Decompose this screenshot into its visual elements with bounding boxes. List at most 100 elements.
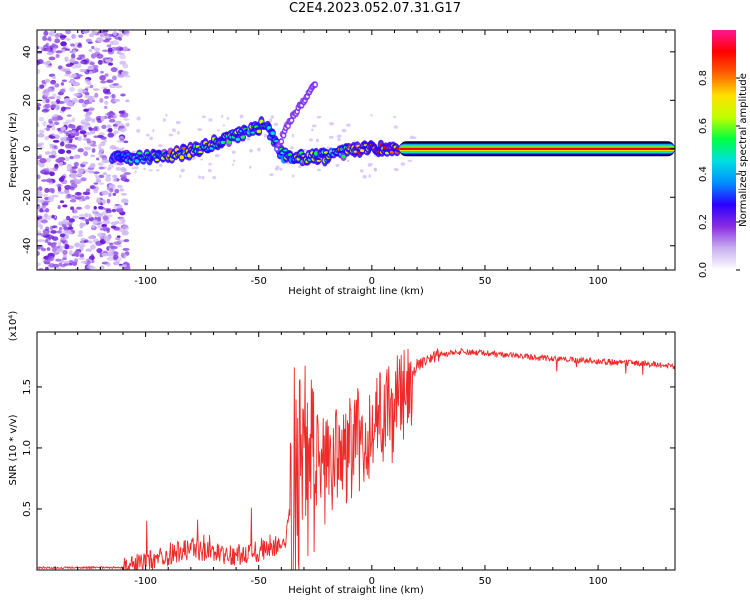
- spectrogram-noise-blob: [94, 47, 101, 52]
- spectrogram-speckle: [393, 115, 397, 118]
- spectrogram-speckle: [136, 128, 141, 133]
- spectrogram-noise-blob: [100, 80, 107, 84]
- spectrogram-noise-blob: [106, 262, 111, 267]
- spectrogram-noise-blob: [89, 70, 93, 75]
- spectrogram-noise-blob: [78, 217, 86, 220]
- spectrogram-x-tick-label: 100: [589, 276, 608, 287]
- spectrogram-noise-blob: [73, 161, 79, 167]
- spectrogram-speckle: [336, 134, 342, 138]
- spectrogram-noise-blob: [115, 85, 123, 89]
- spectrogram-noise-blob: [119, 174, 127, 178]
- spectrogram-speckle: [290, 146, 294, 150]
- spectrogram-noise-blob: [39, 158, 47, 164]
- spectrogram-noise-blob: [51, 116, 60, 122]
- spectrogram-noise-blob: [105, 176, 112, 182]
- spectrogram-noise-blob: [108, 118, 116, 123]
- spectrogram-noise-blob: [57, 186, 62, 192]
- spectrogram-noise-blob: [116, 244, 123, 247]
- spectrogram-speckle: [368, 174, 371, 178]
- spectrogram-noise-blob: [70, 124, 76, 129]
- spectrogram-noise-blob: [78, 135, 82, 141]
- spectrogram-noise-blob: [60, 127, 66, 132]
- spectrogram-noise-blob: [108, 62, 114, 66]
- spectrogram-y-tick-label: -20: [22, 189, 33, 205]
- spectrogram-noise-blob: [120, 192, 127, 196]
- spectrogram-noise-blob: [55, 54, 60, 58]
- spectrogram-signal-core: [179, 155, 184, 160]
- spectrogram-noise-blob: [65, 70, 72, 75]
- spectrogram-noise-blob: [105, 59, 112, 63]
- spectrogram-noise-blob: [93, 135, 98, 138]
- spectrogram-noise-blob: [60, 41, 67, 47]
- spectrogram-noise-blob: [90, 53, 97, 59]
- spectrogram-signal-core: [282, 149, 288, 152]
- spectrogram-noise-blob: [69, 155, 74, 160]
- spectrogram-noise-blob: [76, 57, 83, 61]
- spectrogram-noise-blob: [123, 172, 132, 175]
- spectrogram-noise-blob: [88, 213, 92, 219]
- spectrogram-noise-blob: [106, 91, 112, 95]
- spectrogram-noise-blob: [59, 34, 66, 40]
- spectrogram-noise-blob: [48, 56, 56, 61]
- spectrogram-speckle: [168, 133, 174, 137]
- spectrogram-noise-blob: [66, 193, 71, 198]
- snr-frame: [36, 331, 676, 571]
- spectrogram-speckle: [279, 167, 283, 171]
- spectrogram-speckle: [222, 124, 226, 127]
- spectrogram-speckle: [370, 114, 373, 117]
- spectrogram-speckle: [131, 150, 136, 153]
- spectrogram-noise-blob: [121, 70, 129, 76]
- spectrogram-noise-blob: [37, 230, 42, 235]
- spectrogram-noise-blob: [41, 202, 49, 206]
- spectrogram-noise-blob: [101, 199, 107, 205]
- spectrogram-noise-blob: [107, 167, 112, 171]
- spectrogram-noise-blob: [54, 83, 60, 88]
- spectrogram-noise-blob: [97, 225, 103, 229]
- spectrogram-noise-blob: [124, 32, 130, 37]
- spectrogram-noise-blob: [63, 226, 70, 231]
- spectrogram-speckle: [346, 159, 350, 163]
- spectrogram-noise-blob: [96, 53, 104, 59]
- spectrogram-noise-blob: [68, 75, 76, 79]
- spectrogram-speckle: [197, 128, 203, 131]
- spectrogram-noise-blob: [91, 224, 96, 229]
- spectrogram-noise-blob: [102, 215, 109, 221]
- spectrogram-noise-blob: [38, 267, 44, 270]
- spectrogram-noise-blob: [37, 174, 41, 180]
- spectrogram-noise-blob: [62, 254, 67, 259]
- spectrogram-noise-blob: [52, 252, 60, 255]
- spectrogram-speckle: [393, 168, 398, 171]
- spectrogram-noise-blob: [55, 107, 59, 111]
- spectrogram-noise-blob: [37, 193, 43, 197]
- spectrogram-speckle: [337, 137, 341, 142]
- spectrogram-noise-blob: [123, 118, 130, 121]
- spectrogram-noise-blob: [103, 235, 112, 241]
- spectrogram-speckle: [180, 168, 185, 173]
- spectrogram-noise-blob: [61, 221, 69, 225]
- spectrogram-noise-blob: [94, 92, 99, 98]
- spectrogram-speckle: [409, 135, 415, 140]
- spectrogram-noise-blob: [113, 98, 121, 102]
- spectrogram-noise-blob: [108, 192, 112, 197]
- spectrogram-noise-blob: [62, 249, 68, 255]
- spectrogram-noise-blob: [45, 126, 51, 132]
- spectrogram-noise-blob: [69, 50, 74, 54]
- spectrogram-noise-blob: [48, 167, 55, 173]
- spectrogram-noise-blob: [56, 230, 62, 234]
- spectrogram-noise-blob: [52, 93, 57, 98]
- spectrogram-noise-blob: [62, 204, 68, 208]
- spectrogram-noise-blob: [65, 119, 72, 124]
- spectrogram-signal-core: [250, 131, 255, 134]
- spectrogram-speckle: [360, 169, 364, 173]
- spectrogram-noise-blob: [63, 106, 71, 110]
- spectrogram-noise-blob: [64, 37, 72, 41]
- spectrogram-noise-blob: [60, 138, 66, 141]
- spectrogram-x-tick-label: 0: [369, 276, 375, 287]
- spectrogram-noise-blob: [58, 148, 66, 155]
- spectrogram-speckle: [249, 165, 252, 169]
- spectrogram-noise-blob: [88, 266, 96, 269]
- spectrogram-noise-blob: [97, 162, 104, 166]
- spectrogram-noise-blob: [56, 95, 61, 100]
- spectrogram-noise-blob: [118, 110, 125, 114]
